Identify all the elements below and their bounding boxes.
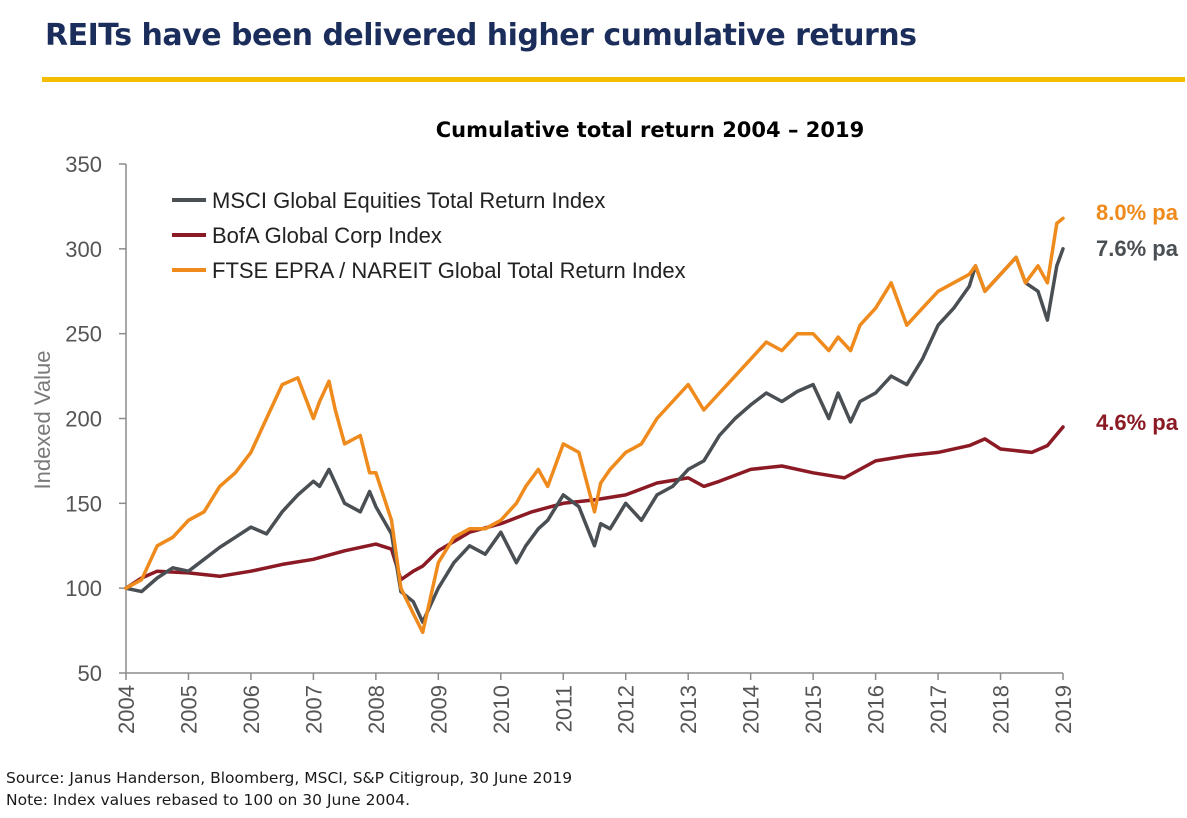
x-tick-label: 2019 [1051,685,1076,734]
y-tick-label: 250 [65,322,102,347]
rebase-note: Note: Index values rebased to 100 on 30 … [6,791,410,809]
x-tick-label: 2013 [676,685,701,734]
y-axis-label: Indexed Value [30,350,55,489]
x-tick-label: 2015 [801,685,826,734]
series-end-label: 4.6% pa [1096,410,1179,435]
cumulative-return-chart: Cumulative total return 2004 – 2019 Inde… [30,118,1179,734]
x-tick-label: 2006 [239,685,264,734]
chart-title: Cumulative total return 2004 – 2019 [436,118,864,142]
series-line [124,216,1065,635]
chart-series [124,216,1065,635]
x-tick-label: 2012 [614,685,639,734]
y-tick-label: 100 [65,576,102,601]
y-tick-label: 150 [65,491,102,516]
x-tick-label: 2014 [739,685,764,734]
series-end-labels: 7.6% pa 4.6% pa 8.0% pa [1096,200,1179,435]
series-line [124,247,1065,624]
legend-label: FTSE EPRA / NAREIT Global Total Return I… [212,258,686,283]
x-tick-label: 2011 [551,685,576,732]
x-tick-label: 2017 [926,685,951,734]
x-tick-label: 2005 [176,685,201,734]
title-accent-rule [42,77,1185,82]
chart-legend: MSCI Global Equities Total Return Index B… [172,188,686,283]
series-end-label: 8.0% pa [1096,200,1179,225]
source-note: Source: Janus Handerson, Bloomberg, MSCI… [6,769,573,787]
legend-label: MSCI Global Equities Total Return Index [212,188,605,213]
page-title: REITs have been delivered higher cumulat… [45,18,917,53]
chart-axes: 50 100 150 200 250 300 350 2004 2005 2006 2007 2008… [65,152,1076,734]
series-line [124,425,1065,590]
x-tick-label: 2009 [426,685,451,734]
x-tick-label: 2007 [301,685,326,734]
x-tick-label: 2016 [864,685,889,734]
x-tick-label: 2008 [364,685,389,734]
x-tick-label: 2010 [489,685,514,734]
x-tick-label: 2004 [114,685,139,734]
y-tick-label: 200 [65,407,102,432]
y-tick-label: 50 [78,661,102,686]
x-tick-label: 2018 [989,685,1014,734]
legend-label: BofA Global Corp Index [212,223,442,248]
y-tick-label: 350 [65,152,102,177]
series-end-label: 7.6% pa [1096,236,1179,261]
y-tick-label: 300 [65,237,102,262]
